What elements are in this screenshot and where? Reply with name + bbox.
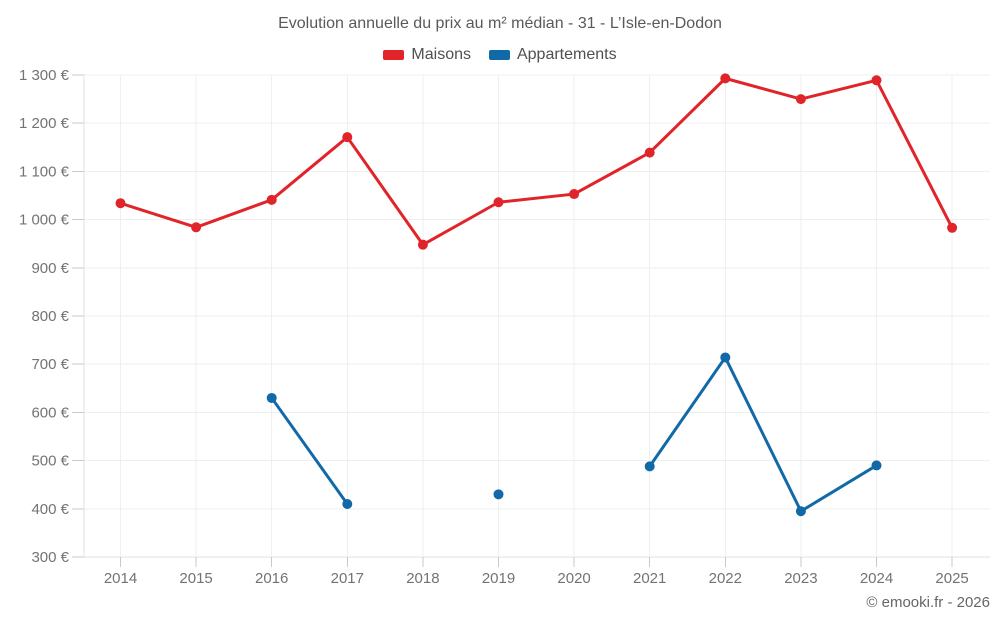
- chart-title: Evolution annuelle du prix au m² médian …: [278, 15, 722, 32]
- y-tick-label: 1 300 €: [19, 67, 70, 84]
- x-tick-label: 2024: [860, 570, 893, 587]
- appartements-swatch-icon: [488, 50, 510, 60]
- legend-label-appartements: Appartements: [516, 46, 617, 63]
- point-appartements-2016[interactable]: [266, 392, 277, 403]
- series-line-maisons: [119, 76, 954, 247]
- y-tick-label: 1 200 €: [19, 115, 70, 132]
- x-tick-label: 2016: [255, 570, 288, 587]
- maisons-swatch-icon: [383, 50, 405, 60]
- y-tick-label: 400 €: [31, 501, 69, 518]
- series-line-appartements: [648, 355, 878, 513]
- y-tick-label: 500 €: [31, 453, 69, 470]
- credit-text: © emooki.fr - 2026: [866, 594, 990, 611]
- x-tick-label: 2014: [104, 570, 137, 587]
- y-tick-label: 700 €: [31, 356, 69, 373]
- y-tick-label: 600 €: [31, 404, 69, 421]
- point-maisons-2023[interactable]: [795, 94, 806, 105]
- point-maisons-2015[interactable]: [191, 222, 202, 233]
- x-tick-label: 2019: [482, 570, 515, 587]
- point-appartements-2019[interactable]: [493, 489, 504, 500]
- legend: Maisons Appartements: [0, 46, 1000, 64]
- point-appartements-2023[interactable]: [795, 506, 806, 517]
- point-appartements-2021[interactable]: [644, 461, 655, 472]
- x-tick-label: 2022: [709, 570, 742, 587]
- series-line-appartements: [270, 396, 349, 506]
- legend-item-maisons[interactable]: Maisons: [383, 46, 471, 64]
- y-tick-label: 900 €: [31, 260, 69, 277]
- y-tick-label: 300 €: [31, 549, 69, 566]
- point-maisons-2019[interactable]: [493, 197, 504, 208]
- x-tick-label: 2017: [331, 570, 364, 587]
- y-tick-label: 1 100 €: [19, 163, 70, 180]
- x-tick-label: 2021: [633, 570, 666, 587]
- point-appartements-2024[interactable]: [871, 460, 882, 471]
- point-appartements-2022[interactable]: [720, 352, 731, 363]
- point-maisons-2025[interactable]: [947, 222, 958, 233]
- point-maisons-2016[interactable]: [266, 194, 277, 205]
- legend-label-maisons: Maisons: [411, 46, 471, 63]
- point-maisons-2014[interactable]: [115, 198, 126, 209]
- point-maisons-2024[interactable]: [871, 75, 882, 86]
- point-maisons-2020[interactable]: [569, 189, 580, 200]
- point-appartements-2017[interactable]: [342, 498, 353, 509]
- x-tick-label: 2025: [935, 570, 968, 587]
- point-maisons-2018[interactable]: [417, 239, 428, 250]
- x-tick-label: 2023: [784, 570, 817, 587]
- point-maisons-2017[interactable]: [342, 132, 353, 143]
- x-tick-label: 2015: [179, 570, 212, 587]
- x-tick-label: 2018: [406, 570, 439, 587]
- point-maisons-2022[interactable]: [720, 73, 731, 84]
- point-maisons-2021[interactable]: [644, 147, 655, 158]
- legend-item-appartements[interactable]: Appartements: [488, 46, 617, 64]
- y-tick-label: 800 €: [31, 308, 69, 325]
- y-tick-label: 1 000 €: [19, 212, 70, 229]
- x-tick-label: 2020: [557, 570, 590, 587]
